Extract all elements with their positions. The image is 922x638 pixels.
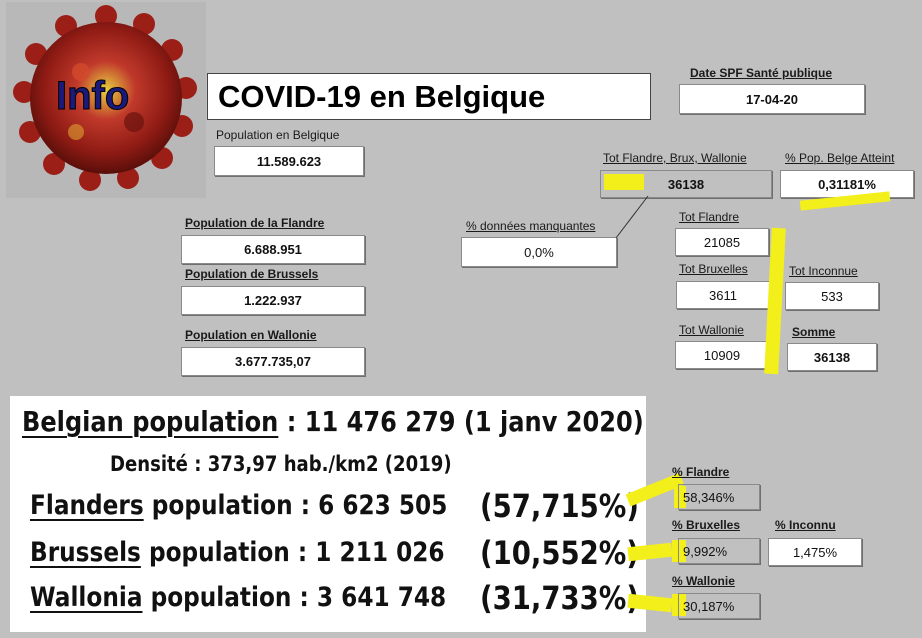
pct-pop-atteint-label: % Pop. Belge Atteint: [785, 151, 895, 165]
brussels-pct: (10,552%): [480, 534, 639, 572]
pop-brussels-label: Population de Brussels: [185, 267, 319, 281]
belgian-population-name: Belgian population: [22, 405, 279, 438]
wallonia-name: Wallonia: [30, 582, 143, 613]
belgian-population-rest: : 11 476 279 (1 janv 2020): [278, 405, 644, 438]
flanders-name: Flanders: [30, 490, 144, 521]
tot-fbw-highlight: [604, 174, 644, 190]
pop-flandre-label: Population de la Flandre: [185, 216, 325, 230]
tot-bruxelles-label: Tot Bruxelles: [679, 262, 748, 276]
wallonia-population-line: Wallonia population : 3 641 748: [30, 582, 446, 613]
pct-bruxelles-value[interactable]: 9,992%: [678, 538, 760, 564]
flanders-population-line: Flanders population : 6 623 505: [30, 490, 447, 521]
pct-flandre-highlight: [674, 486, 686, 508]
brussels-rest: population : 1 211 026: [140, 537, 445, 568]
pop-wallonie-label: Population en Wallonie: [185, 328, 317, 342]
tot-fbw-value[interactable]: 36138: [600, 170, 772, 198]
tot-fbw-label: Tot Flandre, Brux, Wallonie: [603, 151, 747, 165]
pct-flandre-value[interactable]: 58,346%: [678, 484, 760, 510]
pct-flandre-label: % Flandre: [672, 465, 730, 479]
page-title: COVID-19 en Belgique: [207, 73, 651, 120]
date-value[interactable]: 17-04-20: [679, 84, 865, 114]
tot-bruxelles-value[interactable]: 3611: [676, 281, 770, 309]
pct-wallonie-value[interactable]: 30,187%: [678, 593, 760, 619]
pct-pop-atteint-value[interactable]: 0,31181%: [780, 170, 914, 198]
virus-icon: [13, 5, 197, 191]
population-panel: [10, 396, 646, 632]
flanders-rest: population : 6 623 505: [143, 490, 448, 521]
pop-brussels-value[interactable]: 1.222.937: [181, 286, 365, 315]
somme-label: Somme: [792, 325, 836, 339]
brussels-population-line: Brussels population : 1 211 026: [30, 537, 445, 568]
date-label: Date SPF Santé publique: [690, 66, 833, 80]
wallonia-pct: (31,733%): [480, 579, 639, 617]
belgian-population-line: Belgian population : 11 476 279 (1 janv …: [22, 405, 644, 438]
somme-value[interactable]: 36138: [787, 343, 877, 371]
tot-flandre-value[interactable]: 21085: [675, 228, 769, 256]
pct-wallonie-label: % Wallonie: [672, 574, 735, 588]
tot-wallonie-label: Tot Wallonie: [679, 323, 744, 337]
pct-inconnu-label: % Inconnu: [775, 518, 836, 532]
brussels-name: Brussels: [30, 537, 141, 568]
tot-inconnue-label: Tot Inconnue: [789, 264, 858, 278]
pop-flandre-value[interactable]: 6.688.951: [181, 235, 365, 264]
wallonia-rest: population : 3 641 748: [142, 582, 447, 613]
pct-bruxelles-highlight: [672, 540, 686, 562]
densite-line: Densité : 373,97 hab./km2 (2019): [110, 452, 452, 476]
donnees-manquantes-label: % données manquantes: [466, 219, 596, 233]
population-belgique-label: Population en Belgique: [216, 128, 340, 142]
donnees-manquantes-value[interactable]: 0,0%: [461, 237, 617, 267]
pct-bruxelles-label: % Bruxelles: [672, 518, 741, 532]
connector-line: [615, 195, 649, 239]
population-belgique-value[interactable]: 11.589.623: [214, 146, 364, 176]
pop-wallonie-value[interactable]: 3.677.735,07: [181, 347, 365, 376]
tot-flandre-label: Tot Flandre: [679, 210, 740, 224]
flanders-pct: (57,715%): [480, 487, 639, 525]
tot-inconnue-value[interactable]: 533: [785, 282, 879, 310]
pct-wallonie-highlight: [672, 594, 686, 616]
virus-logo: Info: [6, 2, 206, 198]
pct-inconnu-value[interactable]: 1,475%: [768, 538, 862, 566]
tot-wallonie-value[interactable]: 10909: [675, 341, 769, 369]
logo-text: Info: [55, 74, 130, 119]
